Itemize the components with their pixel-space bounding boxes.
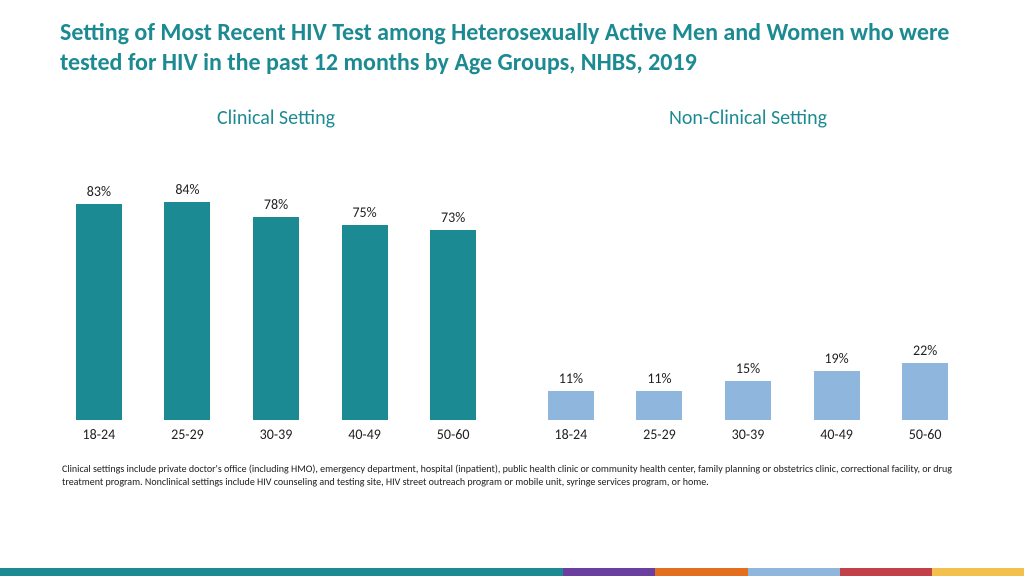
slide-title: Setting of Most Recent HIV Test among He… [60, 18, 964, 78]
clinical-cat-row: 18-24 25-29 30-39 40-49 50-60 [60, 426, 492, 443]
bar [636, 391, 682, 420]
stripe-segment [655, 568, 747, 576]
stripe-segment [932, 568, 1024, 576]
bar [548, 391, 594, 420]
category-label: 50-60 [886, 426, 964, 443]
category-label: 18-24 [60, 426, 138, 443]
nonclinical-cat-row: 18-24 25-29 30-39 40-49 50-60 [532, 426, 964, 443]
bar-value-label: 73% [441, 209, 465, 226]
bar-value-label: 75% [352, 204, 376, 221]
clinical-panel-title: Clinical Setting [217, 106, 335, 130]
bar-value-label: 11% [559, 370, 583, 387]
bar-value-label: 15% [736, 360, 760, 377]
nonclinical-panel: Non-Clinical Setting 11% 11% 15% 19% 22% 18-… [532, 106, 964, 443]
bar-group: 83% [60, 183, 138, 420]
bar-value-label: 19% [824, 350, 848, 367]
clinical-panel: Clinical Setting 83% 84% 78% 75% 73% 18-24 25… [60, 106, 492, 443]
category-label: 30-39 [237, 426, 315, 443]
category-label: 40-49 [326, 426, 404, 443]
bar [76, 204, 122, 420]
nonclinical-bar-row: 11% 11% 15% 19% 22% [532, 140, 964, 420]
nonclinical-panel-title: Non-Clinical Setting [669, 106, 827, 130]
slide: Setting of Most Recent HIV Test among He… [0, 0, 1024, 576]
bar [902, 363, 948, 420]
bar-value-label: 78% [264, 196, 288, 213]
stripe-segment [0, 568, 563, 576]
bar-value-label: 84% [175, 181, 199, 198]
bar [253, 217, 299, 420]
bar [430, 230, 476, 420]
bar-group: 78% [237, 196, 315, 420]
bar [725, 381, 771, 420]
bar-group: 11% [532, 370, 610, 420]
category-label: 40-49 [798, 426, 876, 443]
bar-value-label: 22% [913, 342, 937, 359]
bar [342, 225, 388, 420]
bar-group: 73% [414, 209, 492, 420]
category-label: 50-60 [414, 426, 492, 443]
bar-group: 15% [709, 360, 787, 420]
bar [814, 371, 860, 420]
bar-group: 22% [886, 342, 964, 420]
bar-value-label: 11% [647, 370, 671, 387]
footnote: Clinical settings include private doctor… [60, 463, 964, 488]
stripe-segment [563, 568, 655, 576]
category-label: 18-24 [532, 426, 610, 443]
clinical-bar-row: 83% 84% 78% 75% 73% [60, 140, 492, 420]
category-label: 25-29 [149, 426, 227, 443]
category-label: 25-29 [621, 426, 699, 443]
bar-group: 75% [326, 204, 404, 420]
bar-value-label: 83% [87, 183, 111, 200]
stripe-segment [748, 568, 840, 576]
footer-stripe [0, 568, 1024, 576]
stripe-segment [840, 568, 932, 576]
bar-group: 84% [149, 181, 227, 420]
bar-group: 11% [621, 370, 699, 420]
bar-group: 19% [798, 350, 876, 420]
bar [164, 202, 210, 420]
category-label: 30-39 [709, 426, 787, 443]
charts-row: Clinical Setting 83% 84% 78% 75% 73% 18-24 25… [60, 106, 964, 443]
